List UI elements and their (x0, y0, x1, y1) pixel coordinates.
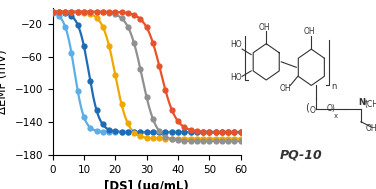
Text: x: x (334, 113, 338, 119)
Y-axis label: ΔEMF (mV): ΔEMF (mV) (0, 49, 9, 114)
Text: HO: HO (230, 73, 242, 82)
Text: (CH₃)₃: (CH₃)₃ (364, 100, 376, 109)
Text: HO: HO (230, 40, 242, 49)
Text: N: N (358, 98, 365, 107)
Text: O: O (310, 106, 316, 115)
Text: OH: OH (259, 23, 270, 32)
Text: O): O) (326, 104, 335, 113)
Text: OH: OH (280, 84, 291, 93)
Text: n: n (331, 82, 336, 91)
Text: OH: OH (366, 124, 376, 133)
Text: (: ( (305, 103, 309, 113)
Text: PQ-10: PQ-10 (279, 148, 322, 161)
Text: +: + (362, 99, 368, 105)
X-axis label: [DS] (μg/mL): [DS] (μg/mL) (104, 180, 189, 189)
Text: OH: OH (304, 27, 315, 36)
